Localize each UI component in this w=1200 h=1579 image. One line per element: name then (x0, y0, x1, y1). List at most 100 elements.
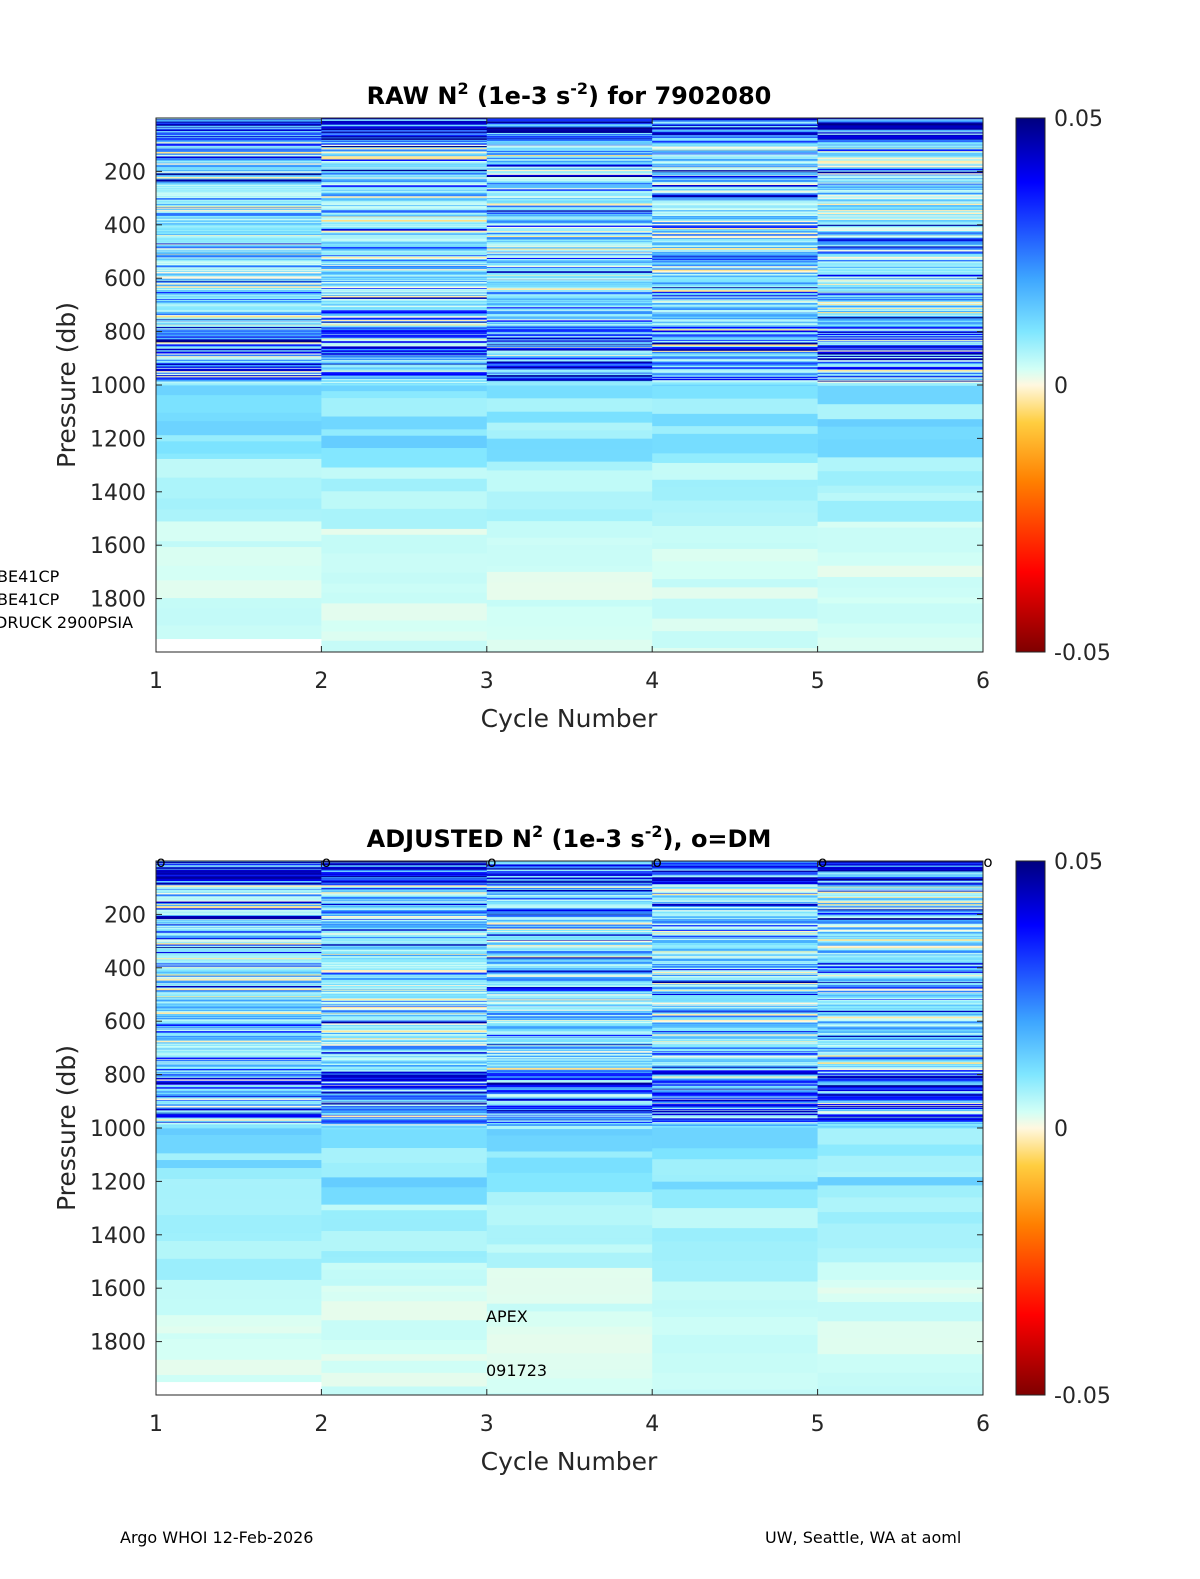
heatmap-cell (652, 384, 818, 387)
heatmap-cell (486, 124, 653, 127)
heatmap-cell (817, 908, 984, 910)
heatmap-cell (486, 251, 653, 253)
heatmap-cell (486, 1030, 653, 1032)
heatmap-cell (156, 287, 322, 290)
heatmap-cell (156, 315, 322, 317)
y-tick-label: 1800 (90, 1331, 146, 1356)
heatmap-cell (486, 866, 653, 869)
heatmap-cell (652, 971, 818, 973)
heatmap-cell (652, 136, 818, 139)
heatmap-cell (652, 1128, 818, 1149)
heatmap-cell (321, 132, 488, 135)
heatmap-cell (321, 140, 488, 142)
heatmap-cell (486, 1036, 653, 1038)
heatmap-cell (817, 884, 984, 886)
heatmap-cell (321, 994, 488, 997)
heatmap-cell (486, 325, 653, 327)
heatmap-cell (321, 962, 488, 964)
heatmap-cell (652, 123, 818, 126)
heatmap-cell (652, 984, 818, 986)
heatmap-cell (817, 1058, 984, 1060)
heatmap-cell (486, 922, 653, 925)
heatmap-cell (321, 166, 488, 169)
heatmap-cell (156, 178, 322, 180)
heatmap-cell (321, 139, 488, 141)
heatmap-cell (321, 1080, 488, 1082)
heatmap-cell (817, 1087, 984, 1089)
heatmap-cell (652, 1099, 818, 1102)
heatmap-cell (652, 380, 818, 383)
heatmap-cell (652, 292, 818, 294)
heatmap-cell (486, 971, 653, 974)
heatmap-cell (321, 136, 488, 138)
heatmap-cell (652, 332, 818, 335)
heatmap-cell (486, 994, 653, 996)
heatmap-cell (817, 380, 984, 382)
heatmap-cell (156, 871, 322, 873)
heatmap-cell (652, 336, 818, 339)
heatmap-cell (652, 1059, 818, 1061)
heatmap-cell (156, 230, 322, 233)
heatmap-cell (817, 304, 984, 306)
heatmap-cell (652, 875, 818, 877)
heatmap-cell (156, 320, 322, 322)
heatmap-cell (321, 313, 488, 315)
heatmap-cell (817, 1121, 984, 1124)
heatmap-cell (817, 978, 984, 981)
heatmap-cell (486, 1087, 653, 1089)
heatmap-cell (321, 1285, 488, 1293)
heatmap-cell (652, 1087, 818, 1090)
heatmap-cell (817, 1103, 984, 1106)
heatmap-cell (156, 1035, 322, 1038)
heatmap-cell (156, 1105, 322, 1108)
heatmap-cell (486, 1326, 653, 1335)
heatmap-cell (321, 921, 488, 923)
heatmap-cell (486, 252, 653, 254)
heatmap-cell (321, 1006, 488, 1008)
heatmap-cell (486, 911, 653, 914)
heatmap-cell (486, 283, 653, 285)
heatmap-cell (321, 217, 488, 220)
heatmap-cell (486, 313, 653, 316)
heatmap-cell (817, 1287, 984, 1294)
heatmap-cell (156, 1100, 322, 1103)
heatmap-cell (652, 878, 818, 880)
heatmap-cell (486, 1005, 653, 1007)
heatmap-cell (321, 943, 488, 945)
heatmap-cell (817, 996, 984, 999)
heatmap-cell (652, 361, 818, 364)
heatmap-cell (486, 1068, 653, 1071)
heatmap-cell (652, 130, 818, 133)
heatmap-cell (156, 203, 322, 206)
heatmap-cell (156, 951, 322, 953)
heatmap-cell (321, 377, 488, 380)
heatmap-cell (156, 1050, 322, 1052)
heatmap-cell (652, 1103, 818, 1106)
heatmap-cell (321, 1001, 488, 1003)
heatmap-cell (486, 991, 653, 993)
heatmap-cell (817, 897, 984, 900)
heatmap-cell (652, 200, 818, 202)
heatmap-cell (817, 457, 984, 472)
heatmap-cell (321, 128, 488, 131)
heatmap-cell (817, 1042, 984, 1044)
heatmap-cell (486, 371, 653, 374)
heatmap-cell (817, 948, 984, 950)
heatmap-cell (321, 236, 488, 239)
heatmap-cell (486, 909, 653, 912)
heatmap-cell (652, 146, 818, 148)
heatmap-cell (156, 898, 322, 900)
heatmap-cell (321, 861, 488, 863)
heatmap-cell (652, 970, 818, 972)
heatmap-cell (652, 964, 818, 966)
heatmap-cell (156, 1103, 322, 1105)
heatmap-cell (321, 953, 488, 956)
heatmap-cell (817, 1086, 984, 1089)
heatmap-cell (817, 976, 984, 978)
heatmap-cell (321, 353, 488, 356)
heatmap-cell (156, 158, 322, 160)
heatmap-cell (486, 1092, 653, 1094)
heatmap-cell (156, 943, 322, 945)
heatmap-cell (156, 193, 322, 195)
heatmap-cell (321, 373, 488, 375)
